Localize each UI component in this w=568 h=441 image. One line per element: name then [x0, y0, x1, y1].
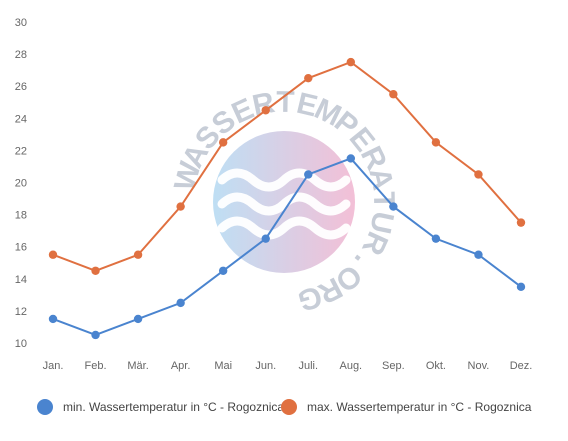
- y-tick-label: 28: [15, 49, 27, 61]
- x-tick-label: Mai: [214, 360, 232, 372]
- data-point[interactable]: [218, 138, 228, 147]
- x-tick-label: Dez.: [510, 360, 533, 372]
- data-point[interactable]: [304, 170, 313, 179]
- x-tick-label: Apr.: [171, 360, 191, 372]
- x-tick-label: Juli.: [298, 360, 318, 372]
- legend-label: max. Wassertemperatur in °C - Rogoznica: [307, 400, 532, 414]
- data-point[interactable]: [431, 138, 441, 147]
- data-point[interactable]: [91, 330, 100, 340]
- data-point[interactable]: [474, 250, 483, 259]
- series-max: [48, 57, 526, 275]
- y-tick-label: 26: [15, 81, 27, 93]
- legend-marker-icon: [37, 399, 53, 415]
- x-tick-label: Okt.: [426, 360, 446, 372]
- data-point[interactable]: [516, 218, 526, 227]
- y-tick-label: 14: [15, 274, 27, 286]
- legend[interactable]: min. Wassertemperatur in °C - Rogoznica m…: [37, 399, 532, 415]
- y-tick-label: 10: [15, 338, 27, 350]
- legend-label: min. Wassertemperatur in °C - Rogoznica: [63, 400, 284, 414]
- data-point[interactable]: [261, 234, 270, 243]
- data-point[interactable]: [346, 154, 356, 163]
- series-layer: [48, 57, 526, 340]
- data-point[interactable]: [133, 250, 143, 259]
- legend-marker-icon: [281, 399, 297, 415]
- y-tick-label: 22: [15, 145, 27, 157]
- data-point[interactable]: [48, 314, 58, 324]
- data-point[interactable]: [218, 266, 228, 275]
- series-min: [48, 154, 526, 340]
- legend-item-max[interactable]: max. Wassertemperatur in °C - Rogoznica: [281, 399, 532, 415]
- y-tick-label: 12: [15, 306, 27, 318]
- series-line: [52, 60, 522, 272]
- watermark-wave-1: [217, 168, 351, 192]
- y-tick-label: 16: [15, 242, 27, 254]
- data-point[interactable]: [389, 90, 398, 99]
- x-tick-label: Jun.: [255, 360, 276, 372]
- data-point[interactable]: [431, 234, 441, 243]
- data-point[interactable]: [516, 282, 526, 292]
- x-tick-label: Aug.: [339, 360, 362, 372]
- data-point[interactable]: [133, 314, 143, 324]
- data-point[interactable]: [176, 298, 185, 308]
- x-tick-label: Sep.: [382, 360, 405, 372]
- x-tick-label: Feb.: [85, 360, 107, 372]
- data-point[interactable]: [176, 202, 185, 211]
- data-point[interactable]: [91, 266, 100, 275]
- data-point[interactable]: [389, 202, 398, 211]
- legend-item-min[interactable]: min. Wassertemperatur in °C - Rogoznica: [37, 399, 284, 415]
- y-tick-label: 24: [15, 113, 27, 125]
- y-tick-label: 20: [15, 178, 27, 190]
- watermark-letter: T: [276, 86, 295, 119]
- data-point[interactable]: [474, 170, 483, 179]
- series-line: [52, 157, 522, 337]
- x-tick-label: Mär.: [127, 360, 148, 372]
- data-point[interactable]: [48, 250, 58, 259]
- watermark-wave-3: [217, 216, 351, 240]
- data-point[interactable]: [304, 73, 313, 83]
- x-tick-label: Jan.: [43, 360, 64, 372]
- y-axis: 10 12 14 16 18 20 22 24 26 28 30: [15, 17, 27, 350]
- data-point[interactable]: [261, 106, 270, 115]
- data-point[interactable]: [346, 57, 356, 67]
- watermark-wave-2: [217, 192, 351, 216]
- x-tick-label: Nov.: [468, 360, 490, 372]
- y-tick-label: 18: [15, 210, 27, 222]
- y-tick-label: 30: [15, 17, 27, 29]
- x-axis: Jan. Feb. Mär. Apr. Mai Jun. Juli. Aug. Sep. Okt.…: [43, 360, 533, 372]
